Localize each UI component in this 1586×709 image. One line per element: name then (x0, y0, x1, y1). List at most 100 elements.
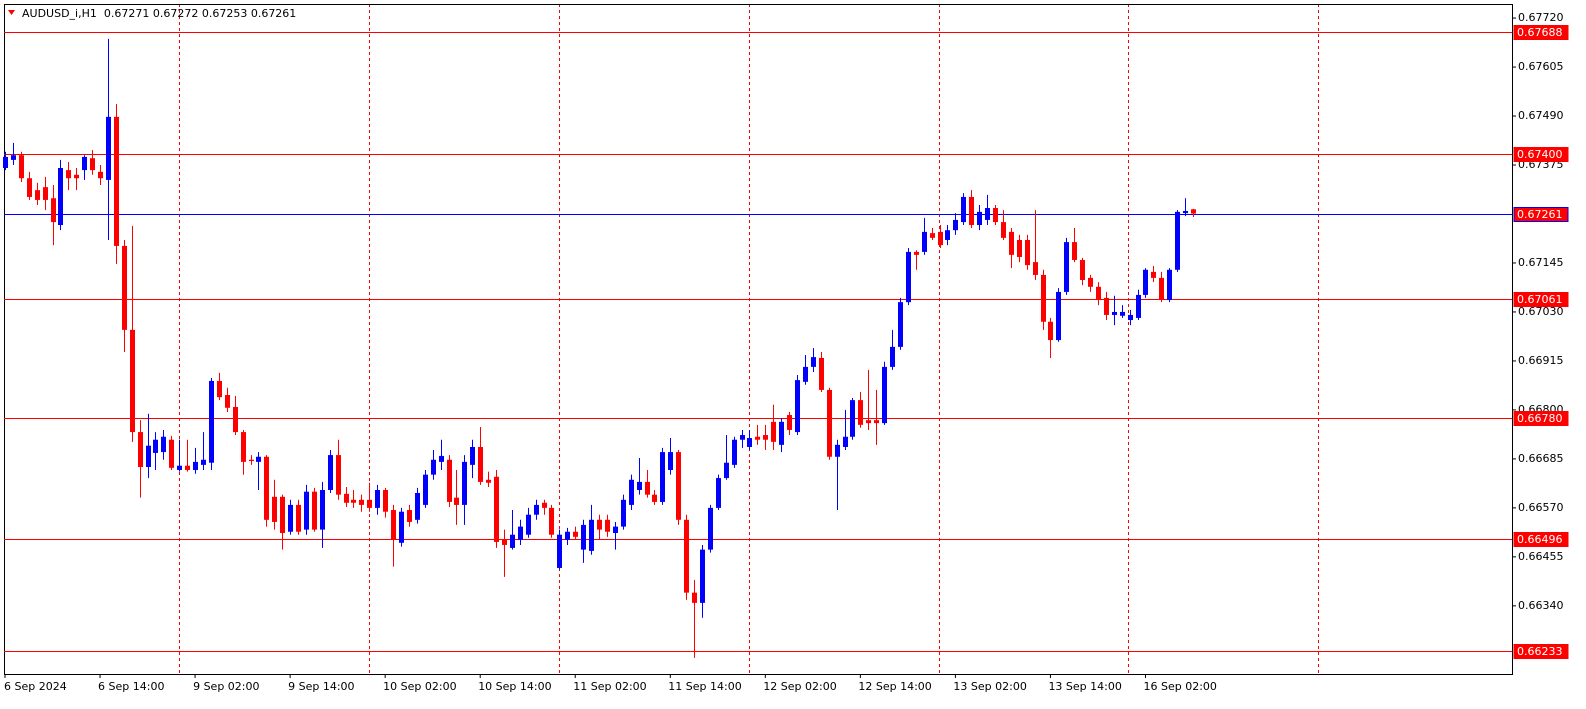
candle-body (740, 435, 745, 440)
candle-body (795, 380, 800, 433)
candle-body (462, 461, 467, 505)
candle-body (652, 494, 657, 502)
candle-body (993, 208, 998, 223)
candle-body (169, 439, 174, 468)
candle-body (787, 415, 792, 430)
level-label-box (1513, 207, 1569, 222)
candle-body (922, 231, 927, 252)
plot-frame (4, 4, 1513, 675)
candle-body (114, 116, 119, 246)
candle-body (312, 491, 317, 530)
candle-body (977, 211, 982, 226)
x-tick-label: 10 Sep 02:00 (383, 680, 456, 693)
candle-body (890, 346, 895, 367)
candle-body (581, 524, 586, 550)
candle-body (74, 174, 79, 179)
candle-body (241, 432, 246, 462)
candle-body (161, 436, 166, 453)
candle-body (938, 231, 943, 246)
x-tick-label: 12 Sep 02:00 (763, 680, 836, 693)
candle-body (827, 389, 832, 457)
candle-body (439, 455, 444, 462)
x-tick-label: 11 Sep 02:00 (573, 680, 646, 693)
candle-body (645, 481, 650, 495)
candle-body (351, 499, 356, 503)
candle-body (637, 481, 642, 490)
candle-body (549, 507, 554, 535)
candle-body (478, 446, 483, 482)
candle-body (383, 489, 388, 512)
candle-body (98, 171, 103, 179)
y-tick-label: 0.67145 (1518, 256, 1564, 269)
candle-body (668, 452, 673, 470)
candle-body (502, 539, 507, 545)
candle-body (359, 499, 364, 505)
candle-body (367, 499, 372, 508)
candle-body (1048, 321, 1053, 341)
x-tick-label: 12 Sep 14:00 (858, 680, 931, 693)
level-label-box (1513, 644, 1569, 659)
candle-body (1009, 231, 1014, 255)
candle-body (866, 420, 871, 424)
y-tick-label: 0.66570 (1518, 501, 1564, 514)
level-label-box (1513, 147, 1569, 162)
level-label-box (1513, 292, 1569, 307)
candle-body (803, 366, 808, 382)
x-tick-label: 9 Sep 02:00 (193, 680, 259, 693)
level-label: 0.67261 (1517, 208, 1563, 221)
candle-body (447, 459, 452, 502)
y-tick-label: 0.66455 (1518, 550, 1564, 563)
candle-body (249, 459, 254, 462)
candle-body (470, 446, 475, 465)
candle-body (272, 496, 277, 522)
candle-body (399, 511, 404, 543)
candle-body (43, 187, 48, 200)
y-tick-label: 0.66340 (1518, 599, 1564, 612)
candle-body (526, 514, 531, 535)
candle-body (185, 465, 190, 470)
level-label: 0.66780 (1517, 412, 1563, 425)
level-label: 0.66496 (1517, 533, 1563, 546)
candle-body (708, 507, 713, 550)
candle-body (454, 497, 459, 505)
candle-body (304, 491, 309, 530)
candle-body (1167, 269, 1172, 301)
y-tick-label: 0.67720 (1518, 11, 1564, 24)
candle-body (201, 459, 206, 465)
candle-body (629, 479, 634, 505)
candle-body (779, 421, 784, 445)
symbol-menu-arrow[interactable] (8, 10, 15, 15)
candle-body (122, 245, 127, 330)
y-tick-label: 0.67490 (1518, 109, 1564, 122)
candle-body (1025, 239, 1030, 266)
candle-body (1080, 259, 1085, 281)
candle-body (961, 196, 966, 223)
candle-body (676, 452, 681, 520)
candle-body (58, 167, 63, 226)
candle-body (375, 489, 380, 508)
level-label: 0.67688 (1517, 26, 1563, 39)
candle-body (1088, 277, 1093, 287)
candle-body (1191, 209, 1196, 214)
candle-body (953, 219, 958, 231)
candle-body (1143, 269, 1148, 295)
candle-body (747, 438, 752, 447)
candle-body (914, 251, 919, 255)
candle-body (193, 461, 198, 470)
candle-body (906, 251, 911, 303)
candle-body (225, 395, 230, 408)
candle-body (3, 156, 8, 168)
candle-body (573, 531, 578, 537)
candle-body (177, 465, 182, 470)
candle-body (256, 456, 261, 462)
candle-body (1183, 211, 1188, 214)
candle-body (565, 531, 570, 540)
level-label-box (1513, 25, 1569, 40)
candle-body (1128, 314, 1133, 321)
candle-body (1112, 311, 1117, 315)
candle-body (542, 502, 547, 508)
candle-body (898, 302, 903, 347)
candle-body (1104, 297, 1109, 315)
